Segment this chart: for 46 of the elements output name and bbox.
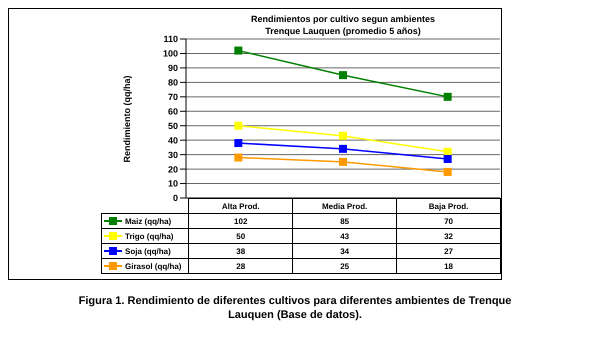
y-tick-label: 90 [168, 63, 178, 74]
y-tick-label: 100 [162, 48, 178, 59]
legend-label: Trigo (qq/ha) [102, 228, 189, 244]
y-tick-label: 70 [168, 92, 178, 102]
y-tick-label: 30 [168, 150, 178, 160]
data-label: 38 [188, 244, 293, 258]
data-label: 43 [292, 228, 397, 244]
data-label: 50 [188, 228, 293, 244]
legend-label: Girasol (qq/ha) [102, 258, 189, 274]
y-tick-label: 60 [168, 106, 178, 116]
data-label: 34 [292, 244, 397, 258]
chart-title: Rendimientos por cultivo segun ambientes Trenque Lauquen (promedio 5 años) [250, 13, 436, 37]
data-label: 18 [396, 258, 500, 274]
data-label: 27 [396, 244, 500, 258]
data-label: 25 [292, 258, 397, 274]
point [444, 148, 452, 156]
y-tick-label: 110 [163, 34, 178, 44]
data-label: 28 [188, 258, 293, 274]
point [339, 158, 347, 166]
x-tick-label: Media Prod. [292, 198, 397, 214]
point [234, 46, 242, 55]
point [234, 154, 242, 162]
data-label: 85 [292, 214, 397, 228]
point [234, 139, 242, 148]
point [339, 71, 347, 80]
data-label: 102 [188, 214, 293, 228]
y-tick-label: 80 [168, 78, 178, 88]
y-axis-title: Rendimiento (qq/ha) [122, 76, 132, 162]
y-tick-label: 0 [172, 193, 178, 204]
data-label: 32 [396, 228, 500, 244]
y-tick-label: 20 [168, 164, 178, 174]
point [339, 132, 347, 140]
point [444, 92, 452, 101]
legend-label: Maiz (qq/ha) [102, 214, 189, 228]
x-tick-label: Baja Prod. [396, 198, 500, 214]
point [444, 168, 452, 176]
point [234, 122, 242, 130]
y-tick-label: 50 [168, 120, 178, 131]
y-tick-label: 40 [168, 135, 178, 146]
legend-label: Soja (qq/ha) [102, 244, 189, 258]
y-tick-label: 10 [168, 178, 178, 189]
data-label: 70 [396, 214, 500, 228]
x-tick-label: Alta Prod. [188, 198, 293, 214]
point [444, 154, 452, 163]
point [339, 144, 347, 153]
text: Figura 1. Rendimiento de diferentes cultivos para diferentes ambientes de Trenque Lauquen (Base de datos). [78, 294, 512, 322]
